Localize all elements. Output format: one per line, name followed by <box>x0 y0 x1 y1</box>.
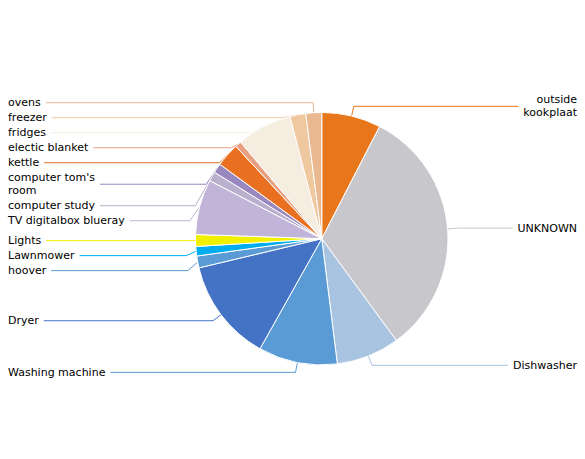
svg-text:Lawnmower: Lawnmower <box>8 249 75 262</box>
svg-text:Lights: Lights <box>8 234 41 247</box>
svg-text:computer study: computer study <box>8 199 96 212</box>
svg-text:Dishwasher: Dishwasher <box>513 359 577 372</box>
svg-text:Dryer: Dryer <box>8 314 39 327</box>
svg-text:outside: outside <box>536 93 577 106</box>
svg-text:Washing machine: Washing machine <box>8 366 106 379</box>
svg-text:kettle: kettle <box>8 156 39 169</box>
svg-text:hoover: hoover <box>8 264 47 277</box>
svg-text:UNKNOWN: UNKNOWN <box>518 222 578 235</box>
svg-text:computer tom's: computer tom's <box>8 171 95 184</box>
svg-text:fridges: fridges <box>8 126 46 139</box>
svg-text:freezer: freezer <box>8 111 47 124</box>
svg-text:ovens: ovens <box>8 96 41 109</box>
svg-text:electic blanket: electic blanket <box>8 141 89 154</box>
svg-text:kookplaat: kookplaat <box>523 106 577 119</box>
svg-text:room: room <box>8 184 36 197</box>
svg-text:TV digitalbox blueray: TV digitalbox blueray <box>7 214 125 227</box>
